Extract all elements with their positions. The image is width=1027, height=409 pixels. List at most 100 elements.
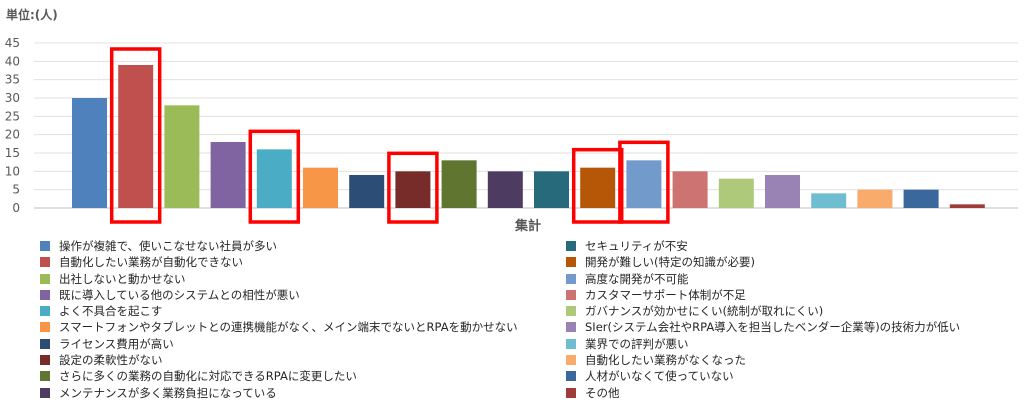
bar — [949, 204, 985, 208]
y-tick-label: 45 — [5, 36, 20, 50]
legend-label: 設定の柔軟性がない — [59, 353, 163, 368]
legend-item: 業界での評判が悪い — [566, 336, 960, 352]
legend-swatch — [566, 289, 576, 300]
legend-label: よく不具合を起こす — [59, 304, 163, 319]
legend-item: 人材がいなくて使っていない — [566, 368, 960, 384]
bar — [718, 178, 754, 208]
legend-item: スマートフォンやタブレットとの連携機能がなく、メイン端末でないとRPAを動かせな… — [40, 319, 518, 335]
legend-item: 操作が複雑で、使いこなせない社員が多い — [40, 238, 518, 254]
legend-item: よく不具合を起こす — [40, 303, 518, 319]
bar — [256, 149, 292, 208]
legend-item: 既に導入している他のシステムとの相性が悪い — [40, 287, 518, 303]
legend-swatch — [40, 241, 50, 251]
legend-swatch — [40, 338, 50, 349]
y-tick-label: 15 — [5, 146, 20, 160]
bar — [164, 105, 200, 208]
legend-label: メンテナンスが多く業務負担になっている — [59, 385, 277, 400]
legend-label: 高度な開発が不可能 — [585, 271, 689, 286]
legend-item: その他 — [566, 385, 960, 401]
unit-label: 単位:(人) — [6, 8, 58, 22]
bar — [903, 189, 939, 208]
legend-swatch — [40, 322, 50, 333]
legend-label: さらに多くの業務の自動化に対応できるRPAに変更したい — [59, 369, 357, 384]
legend-label: その他 — [585, 385, 620, 400]
legend-label: 開発が難しい(特定の知識が必要) — [585, 255, 755, 270]
legend-swatch — [40, 289, 50, 300]
legend-label: セキュリティが不安 — [585, 239, 688, 253]
legend-item: SIer(システム会社やRPA導入を担当したベンダー企業等)の技術力が低い — [566, 319, 960, 335]
highlight-box — [387, 151, 439, 224]
legend-swatch — [40, 387, 50, 398]
y-tick-label: 25 — [5, 109, 20, 123]
bar — [487, 171, 523, 208]
bar — [210, 142, 246, 208]
bar — [765, 175, 800, 208]
legend-label: 自動化したい業務が自動化できない — [59, 255, 243, 270]
legend-swatch — [566, 371, 576, 382]
y-tick-label: 0 — [12, 201, 20, 215]
legend-item: 高度な開発が不可能 — [566, 271, 960, 287]
bar — [580, 167, 616, 208]
legend-item: セキュリティが不安 — [566, 238, 960, 254]
bar — [303, 167, 338, 208]
legend-swatch — [40, 355, 50, 366]
legend-column-left: 操作が複雑で、使いこなせない社員が多い 自動化したい業務が自動化できない 出社しない… — [40, 238, 518, 401]
bar — [395, 171, 431, 208]
legend-swatch — [566, 322, 576, 333]
legend-label: SIer(システム会社やRPA導入を担当したベンダー企業等)の技術力が低い — [585, 320, 961, 335]
legend-label: 出社しないと動かせない — [59, 271, 186, 286]
highlight-box — [109, 47, 162, 224]
legend-swatch — [40, 371, 50, 382]
legend-swatch — [566, 241, 576, 251]
legend-swatch — [566, 306, 576, 317]
legend-item: メンテナンスが多く業務負担になっている — [40, 385, 518, 401]
legend-item: 設定の柔軟性がない — [40, 352, 518, 368]
legend-swatch — [566, 257, 576, 268]
legend-item: 出社しないと動かせない — [40, 271, 518, 287]
y-tick-label: 10 — [5, 164, 20, 178]
legend-swatch — [40, 273, 50, 284]
legend-item: ライセンス費用が高い — [40, 336, 518, 352]
x-axis-label: 集計 — [514, 218, 541, 234]
legend-item: 自動化したい業務がなくなった — [566, 352, 960, 368]
legend-label: ガバナンスが効かせにくい(統制が取れにくい) — [585, 304, 824, 319]
highlight-box — [571, 147, 624, 224]
bar-chart: 0 5 10 15 20 25 30 35 40 45 集計 — [5, 36, 1018, 234]
legend: 操作が複雑で、使いこなせない社員が多い 自動化したい業務が自動化できない 出社しない… — [40, 238, 1020, 406]
legend-label: 人材がいなくて使っていない — [585, 369, 734, 384]
highlight-box — [618, 140, 670, 224]
legend-item: カスタマーサポート体制が不足 — [566, 287, 960, 303]
bar — [672, 171, 708, 208]
legend-item: さらに多くの業務の自動化に対応できるRPAに変更したい — [40, 368, 518, 384]
legend-column-right: セキュリティが不安開発が難しい(特定の知識が必要) 高度な開発が不可能 カスタマーサ… — [566, 238, 960, 401]
bar — [626, 160, 662, 208]
legend-label: ライセンス費用が高い — [59, 336, 174, 351]
highlight-box — [248, 129, 301, 224]
bar — [811, 193, 847, 208]
y-tick-label: 5 — [12, 183, 20, 197]
bar — [534, 171, 569, 208]
bar — [441, 160, 477, 208]
bar — [118, 65, 154, 208]
legend-item: 自動化したい業務が自動化できない — [40, 254, 518, 270]
bar — [72, 98, 107, 208]
bar — [857, 189, 893, 208]
legend-swatch — [566, 273, 576, 284]
y-tick-label: 35 — [5, 73, 20, 87]
legend-label: スマートフォンやタブレットとの連携機能がなく、メイン端末でないとRPAを動かせな… — [59, 320, 518, 335]
bar — [349, 175, 385, 208]
y-tick-label: 20 — [5, 128, 20, 142]
legend-swatch — [40, 257, 50, 268]
legend-label: カスタマーサポート体制が不足 — [585, 287, 746, 302]
y-tick-label: 30 — [5, 91, 20, 105]
legend-swatch — [566, 338, 576, 349]
legend-label: 操作が複雑で、使いこなせない社員が多い — [59, 239, 278, 253]
legend-item: ガバナンスが効かせにくい(統制が取れにくい) — [566, 303, 960, 319]
legend-swatch — [566, 355, 576, 366]
legend-swatch — [566, 387, 576, 398]
y-tick-label: 40 — [5, 54, 20, 68]
legend-swatch — [40, 306, 50, 317]
legend-label: 既に導入している他のシステムとの相性が悪い — [59, 287, 300, 302]
legend-label: 業界での評判が悪い — [585, 336, 689, 351]
